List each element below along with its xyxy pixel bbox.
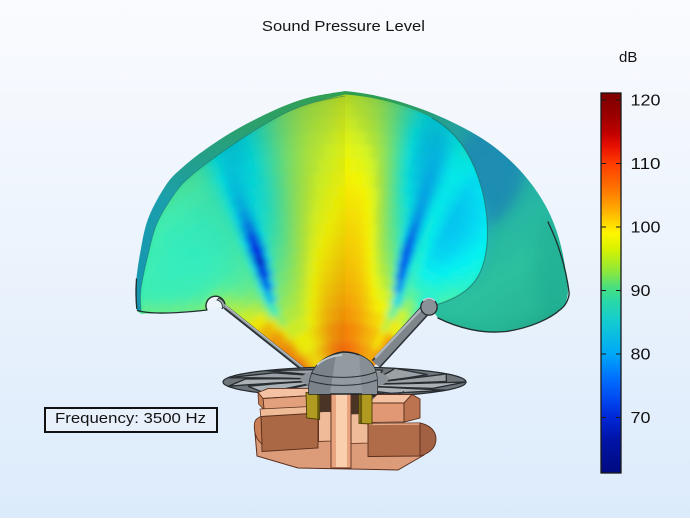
svg-text:90: 90: [631, 283, 651, 300]
svg-text:100: 100: [631, 220, 661, 237]
svg-text:120: 120: [631, 93, 661, 110]
svg-text:110: 110: [631, 156, 661, 173]
svg-text:70: 70: [631, 410, 651, 427]
svg-text:Sound Pressure Level: Sound Pressure Level: [262, 18, 425, 35]
svg-text:Frequency: 3500 Hz: Frequency: 3500 Hz: [55, 410, 206, 427]
svg-text:80: 80: [631, 347, 651, 364]
svg-text:dB: dB: [619, 49, 637, 66]
